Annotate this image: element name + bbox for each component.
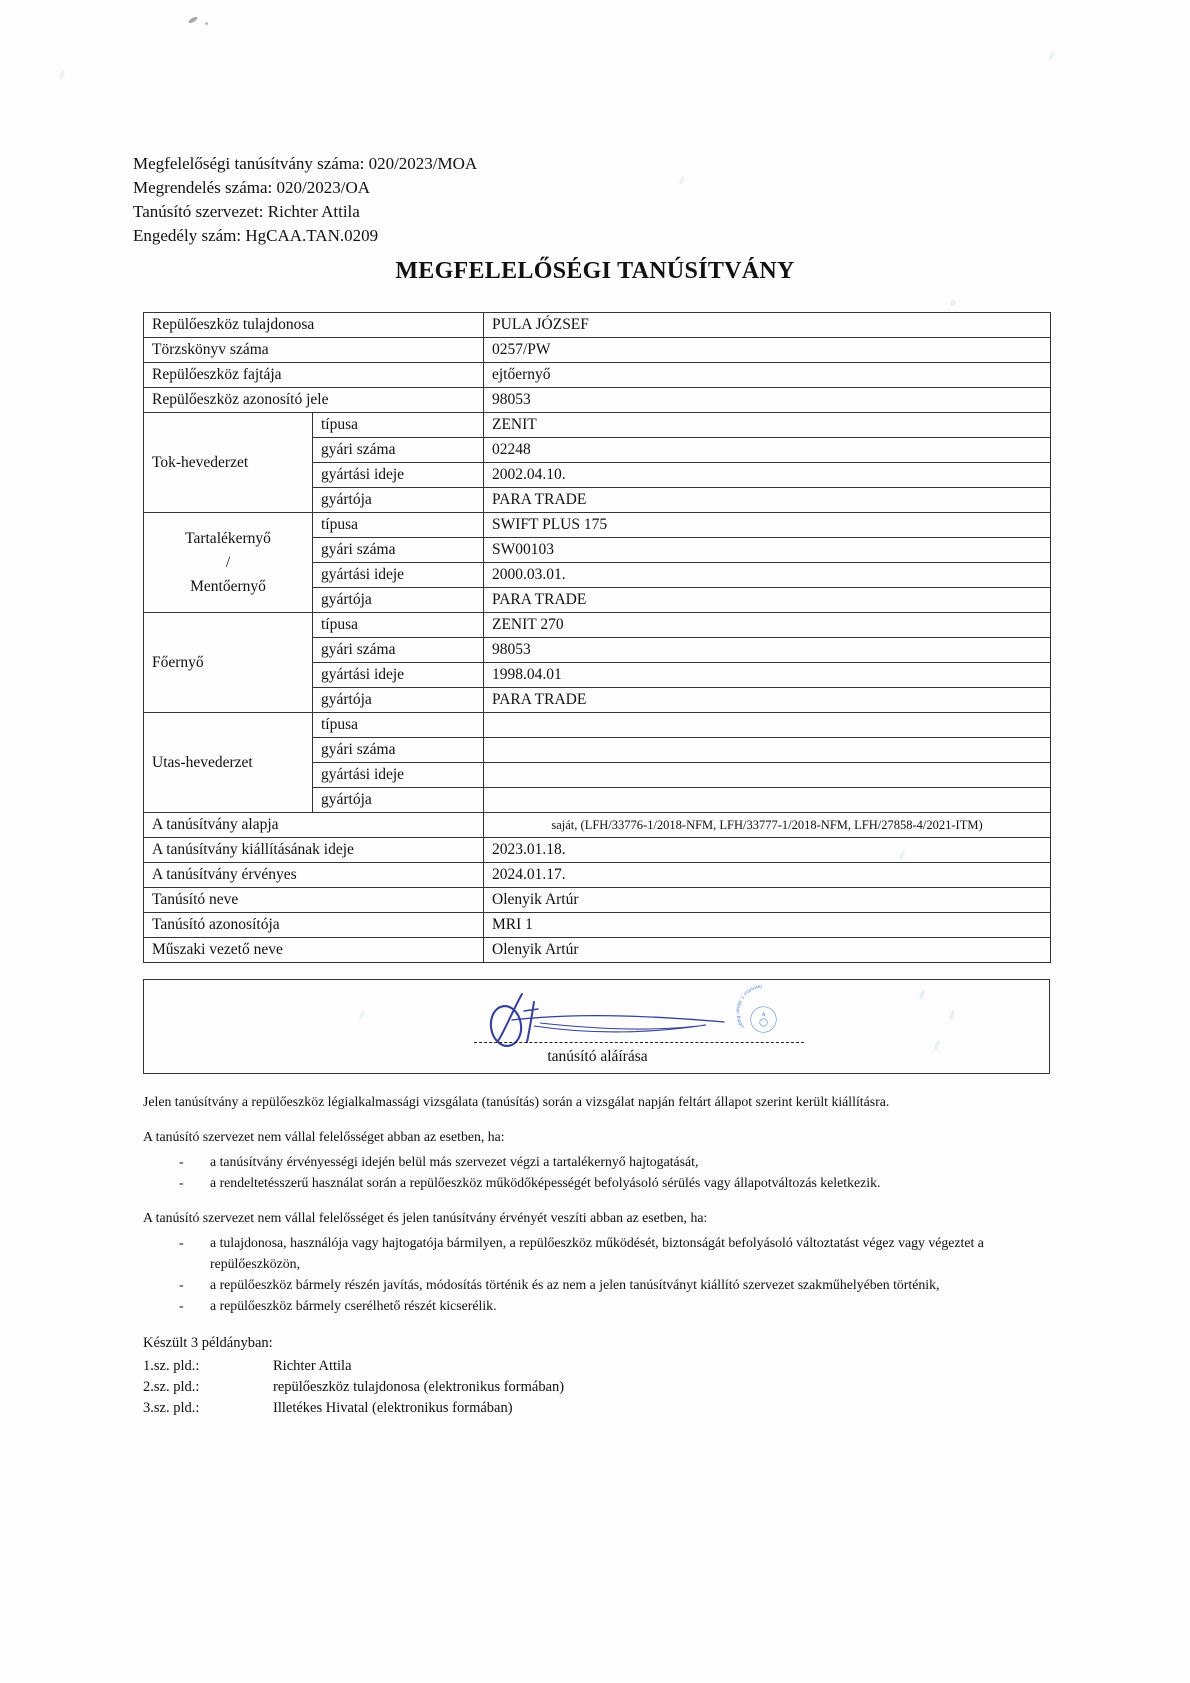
svg-text:Instruktor 1. Master Rigger: Instruktor 1. Master Rigger bbox=[734, 983, 763, 1030]
svg-text:A: A bbox=[761, 1012, 766, 1018]
